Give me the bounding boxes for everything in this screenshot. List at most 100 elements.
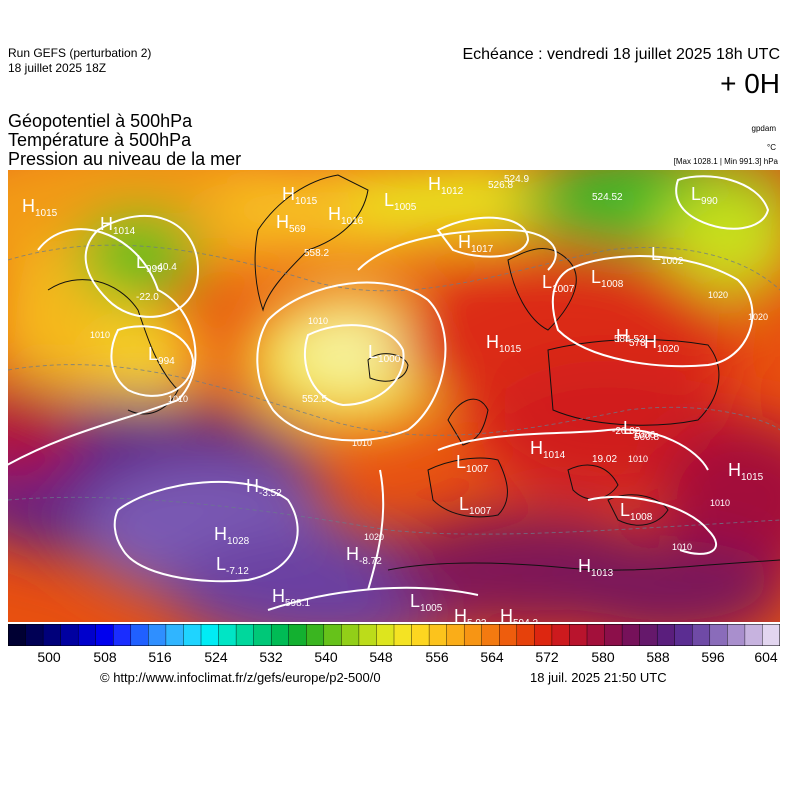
parameter-temperature: Température à 500hPa (8, 130, 192, 150)
colorbar-cell (656, 624, 676, 646)
temperature-isotherms (8, 244, 780, 535)
high-pressure-center: H578 (616, 326, 646, 349)
field-value-label: -40.4 (154, 262, 177, 273)
low-pressure-center: L1006 (623, 418, 656, 441)
colorbar-cell (692, 624, 711, 646)
colorbar-cell (323, 624, 342, 646)
low-pressure-center: L1000 (368, 342, 401, 365)
colorbar-cell (8, 624, 27, 646)
isobar-label: 1010 (90, 330, 110, 340)
high-pressure-center: H1014 (100, 214, 136, 237)
colorbar-cell (130, 624, 149, 646)
field-value-label: -20.02 (612, 426, 641, 437)
low-pressure-center: L1005 (410, 591, 443, 614)
colorbar-tick-label: 548 (369, 649, 393, 665)
colorbar-cell (77, 624, 97, 646)
low-pressure-center: L1008 (620, 500, 653, 523)
colorbar-cell (341, 624, 360, 646)
high-pressure-center: H598.1 (272, 586, 310, 609)
generated-time: 18 juil. 2025 21:50 UTC (530, 670, 667, 685)
lead-time: + 0H (720, 68, 780, 99)
high-pressure-center: H-8.72 (346, 544, 382, 567)
colorbar-tick-label: 516 (148, 649, 172, 665)
colorbar-cell (95, 624, 114, 646)
colorbar-tick-label: 524 (204, 649, 228, 665)
high-pressure-center: H594.2 (500, 606, 538, 622)
high-pressure-center: H1016 (328, 204, 364, 227)
high-pressure-center: H1012 (428, 174, 464, 197)
isobar-label: 1010 (710, 498, 730, 508)
colorbar-cell (639, 624, 658, 646)
low-pressure-center: L1008 (591, 267, 624, 290)
colorbar-cell (183, 624, 202, 646)
isobar-label: 1010 (628, 454, 648, 464)
isobar-label: 1020 (748, 312, 768, 322)
colorbar-cell (200, 624, 220, 646)
colorbar-cell (358, 624, 378, 646)
field-value-label: -22.0 (136, 292, 159, 303)
colorbar-tick-label: 508 (93, 649, 117, 665)
colorbar-tick-label: 596 (701, 649, 725, 665)
isobar-label: 1010 (308, 316, 328, 326)
colorbar-cell (709, 624, 728, 646)
low-pressure-center: L1005 (384, 190, 417, 213)
colorbar-tick-label: 604 (754, 649, 778, 665)
colorbar-cell (376, 624, 395, 646)
colorbar-cell (235, 624, 255, 646)
colorbar-cell (148, 624, 167, 646)
colorbar-cell (727, 624, 746, 646)
colorbar-cell (569, 624, 588, 646)
low-pressure-center: L990 (691, 184, 718, 207)
isobar-label: 1010 (168, 394, 188, 404)
high-pressure-center: H1017 (458, 232, 494, 255)
colorbar-cell (42, 624, 62, 646)
colorbar-cell (393, 624, 413, 646)
high-pressure-center: H-3.52 (246, 476, 282, 499)
colorbar-cell (463, 624, 483, 646)
high-pressure-center: H1015 (282, 184, 318, 207)
high-pressure-center: H1015 (22, 196, 58, 219)
high-pressure-center: H1014 (530, 438, 566, 461)
colorbar-cell (60, 624, 79, 646)
field-value-label: 558.2 (304, 248, 329, 259)
isobar-label: 1020 (364, 532, 384, 542)
colorbar-cell (551, 624, 571, 646)
colorbar-tick-label: 500 (37, 649, 61, 665)
colorbar-tick-label: 564 (480, 649, 504, 665)
high-pressure-center: H1013 (578, 556, 614, 579)
high-pressure-center: H569 (276, 212, 306, 235)
weather-map: H1015H1014L999L994H1015H1016H1017H1012L1… (8, 170, 780, 622)
colorbar-cell (621, 624, 641, 646)
field-value-label: 19.02 (592, 454, 617, 465)
pressure-centers: H1015H1014L999L994H1015H1016H1017H1012L1… (22, 174, 764, 622)
colorbar-cell (428, 624, 448, 646)
colorbar-cell (446, 624, 465, 646)
colorbar-cell (306, 624, 325, 646)
run-date: 18 juillet 2025 18Z (8, 61, 107, 75)
colorbar-cell (288, 624, 307, 646)
colorbar-cell (165, 624, 185, 646)
colorbar-cell (25, 624, 44, 646)
low-pressure-center: L994 (148, 344, 175, 367)
colorbar-cell (499, 624, 518, 646)
low-pressure-center: L999 (136, 252, 163, 275)
unit-temperature: °C (767, 143, 776, 152)
isobars (8, 175, 770, 611)
colorbar-tick-label: 580 (591, 649, 615, 665)
colorbar-cell (270, 624, 290, 646)
colorbar-cell (762, 624, 780, 646)
isobar-label: 1020 (708, 290, 728, 300)
geopotential-field (8, 170, 780, 622)
valid-time: Echéance : vendredi 18 juillet 2025 18h … (462, 46, 780, 63)
high-pressure-center: H1020 (644, 332, 680, 355)
colorbar-cell (586, 624, 606, 646)
field-value-label: 584.52 (614, 334, 645, 345)
colorbar-cell (516, 624, 535, 646)
field-value-label: 524.52 (592, 192, 623, 203)
high-pressure-center: H1015 (486, 332, 522, 355)
colorbar-cell (411, 624, 430, 646)
colorbar-cell (113, 624, 132, 646)
unit-geopotential: gpdam (751, 124, 776, 133)
low-pressure-center: L-7.12 (216, 554, 249, 577)
